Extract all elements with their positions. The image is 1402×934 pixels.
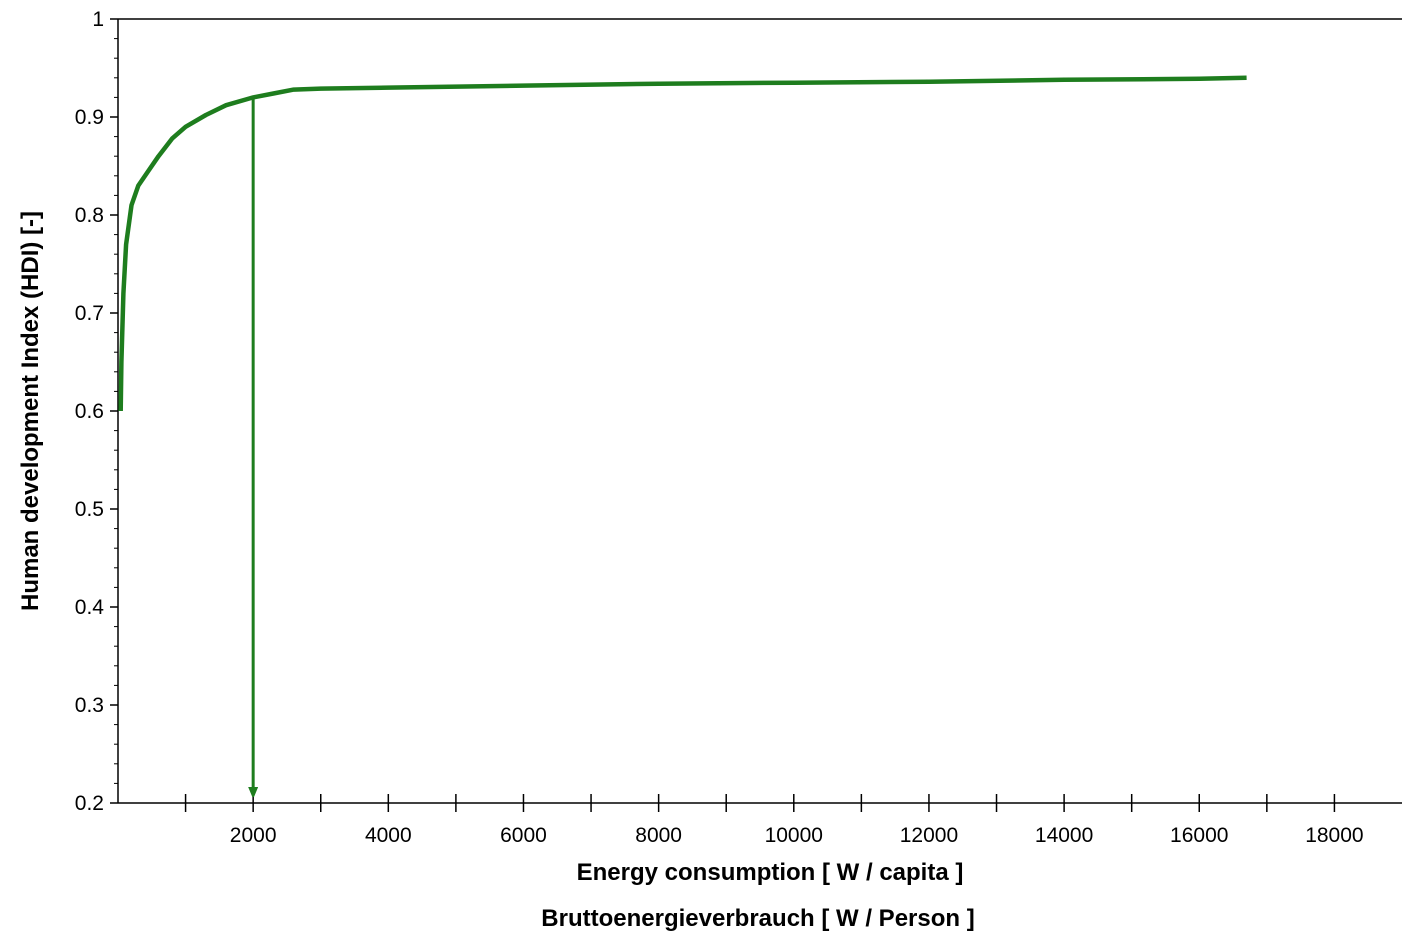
y-axis-ticks: 0.2 0.3 0.4 0.5 0.6 0.7 0.8 0.9 1	[75, 8, 118, 815]
x-tick-label: 8000	[635, 824, 682, 847]
y-tick-label: 0.2	[75, 792, 104, 815]
y-tick-label: 0.4	[75, 596, 105, 619]
y-tick-label: 0.9	[75, 106, 104, 129]
x-axis-ticks: 2000 4000 6000 8000 10000 12000 14000 16000 1800…	[184, 794, 1364, 847]
x-tick-label: 2000	[230, 824, 277, 847]
x-axis-title-secondary: Bruttoenergieverbrauch [ W / Person ]	[541, 905, 974, 932]
y-tick-label: 0.3	[75, 694, 104, 717]
x-tick-label: 18000	[1305, 824, 1363, 847]
x-axis-title: Energy consumption [ W / capita ]	[577, 859, 964, 886]
y-tick-label: 0.8	[75, 204, 104, 227]
y-tick-label: 0.6	[75, 400, 104, 423]
x-tick-label: 10000	[765, 824, 823, 847]
x-tick-label: 14000	[1035, 824, 1093, 847]
x-tick-label: 6000	[500, 824, 547, 847]
y-tick-label: 0.5	[75, 498, 104, 521]
y-tick-label: 0.7	[75, 302, 104, 325]
axes	[117, 18, 1402, 804]
x-tick-label: 4000	[365, 824, 412, 847]
x-tick-label: 16000	[1170, 824, 1228, 847]
series-line	[118, 75, 1247, 412]
y-tick-label: 1	[92, 8, 104, 31]
x-tick-label: 12000	[900, 824, 958, 847]
y-axis-title: Human development Index (HDI) [-]	[17, 211, 44, 611]
series-group	[118, 75, 1247, 412]
